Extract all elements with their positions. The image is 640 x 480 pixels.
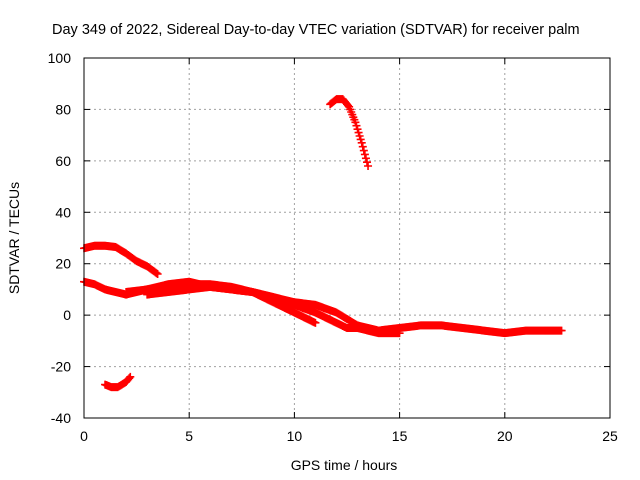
series-arc-e — [101, 372, 135, 392]
y-tick-label: 0 — [63, 307, 71, 323]
data-point — [557, 326, 566, 335]
data-point — [364, 162, 373, 170]
x-tick-label: 10 — [287, 428, 303, 444]
data-point — [360, 150, 369, 159]
y-tick-label: -40 — [51, 410, 71, 426]
data-point — [357, 138, 366, 147]
data-series — [80, 95, 566, 392]
y-tick-label: 60 — [55, 153, 71, 169]
x-tick-label: 5 — [185, 428, 193, 444]
data-point — [362, 158, 371, 167]
data-point — [311, 318, 320, 327]
y-tick-label: 100 — [48, 50, 72, 66]
data-point — [125, 374, 134, 383]
x-axis-label: GPS time / hours — [291, 457, 398, 473]
x-tick-label: 25 — [602, 428, 618, 444]
series-arc-d — [143, 282, 320, 327]
axis-ticks: 0 5 10 15 20 25 -40 -20 0 20 40 60 80 100 — [48, 50, 618, 444]
chart-title: Day 349 of 2022, Sidereal Day-to-day VTE… — [52, 22, 580, 38]
data-point — [359, 146, 368, 155]
series-arc-f — [326, 95, 373, 170]
series-arc-a — [80, 241, 162, 278]
y-axis-label: SDTVAR / TECUs — [6, 182, 22, 294]
x-tick-label: 0 — [80, 428, 88, 444]
data-point — [153, 270, 162, 278]
y-tick-label: 40 — [55, 204, 71, 220]
y-tick-label: 80 — [55, 101, 71, 117]
data-point — [395, 329, 404, 338]
data-point — [358, 142, 367, 151]
data-point — [126, 372, 135, 381]
x-tick-label: 20 — [497, 428, 513, 444]
y-tick-label: 20 — [55, 256, 71, 272]
x-tick-label: 15 — [392, 428, 408, 444]
plot-frame — [83, 57, 611, 419]
y-tick-label: -20 — [51, 359, 71, 375]
data-point — [361, 154, 370, 163]
grid — [84, 58, 610, 418]
